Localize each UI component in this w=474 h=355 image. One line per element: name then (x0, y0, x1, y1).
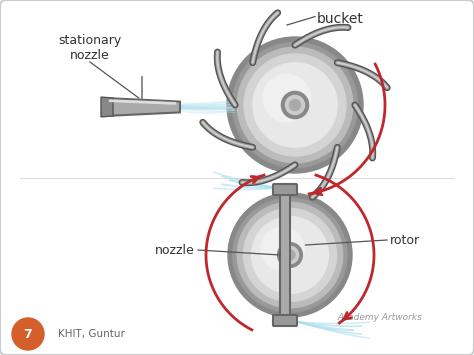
Circle shape (290, 99, 301, 110)
Circle shape (285, 95, 304, 115)
Circle shape (227, 37, 363, 173)
Circle shape (12, 318, 44, 350)
Text: KHIT, Guntur: KHIT, Guntur (58, 329, 125, 339)
Circle shape (232, 43, 357, 168)
Circle shape (282, 246, 299, 264)
Text: stationary
nozzle: stationary nozzle (58, 34, 122, 62)
FancyBboxPatch shape (273, 315, 297, 326)
Circle shape (285, 250, 295, 260)
Circle shape (282, 91, 309, 119)
Text: bucket: bucket (317, 12, 364, 26)
Text: 7: 7 (24, 328, 32, 340)
Circle shape (244, 54, 346, 156)
Circle shape (253, 63, 337, 147)
Text: nozzle: nozzle (155, 244, 195, 257)
Circle shape (244, 208, 337, 301)
Circle shape (228, 193, 352, 317)
Circle shape (263, 75, 310, 122)
Circle shape (261, 227, 304, 271)
Circle shape (252, 217, 328, 294)
Circle shape (237, 202, 343, 308)
Polygon shape (105, 98, 180, 116)
Text: rotor: rotor (390, 234, 420, 246)
Circle shape (278, 242, 302, 267)
Text: Academy Artworks: Academy Artworks (337, 313, 422, 322)
FancyBboxPatch shape (280, 192, 290, 318)
Polygon shape (101, 97, 113, 117)
Circle shape (233, 198, 347, 312)
FancyBboxPatch shape (273, 184, 297, 195)
Circle shape (237, 47, 353, 163)
